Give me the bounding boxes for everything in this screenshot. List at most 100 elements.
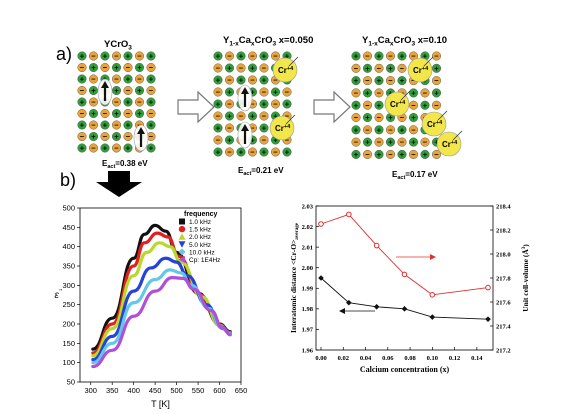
plus-ion: [282, 99, 292, 109]
minus-ion: [351, 112, 361, 122]
data-point: [318, 275, 324, 281]
plus-ion-sign: +: [239, 76, 244, 85]
minus-ion-sign: −: [103, 63, 108, 72]
badge-pointer: [423, 56, 434, 67]
minus-ion: [247, 75, 257, 85]
y-tick-label: 350: [62, 262, 75, 271]
minus-ion: [146, 63, 156, 73]
badge-pointer: [400, 90, 411, 101]
minus-ion-sign: −: [273, 148, 278, 157]
plus-ion-sign: +: [388, 64, 393, 73]
x-tick-label: 350: [106, 386, 119, 395]
minus-ion-sign: −: [216, 88, 221, 97]
minus-ion-sign: −: [149, 86, 154, 95]
plus-ion-sign: +: [377, 76, 382, 85]
plus-ion-sign: +: [80, 144, 85, 153]
plus-ion-sign: +: [423, 150, 428, 159]
plus-ion: [146, 74, 156, 84]
data-point: [373, 242, 380, 249]
badge-pointer: [437, 110, 448, 121]
minus-ion: [88, 74, 98, 84]
x-tick-label: 0.06: [382, 355, 394, 362]
plus-ion: [397, 51, 407, 61]
plus-ion-sign: +: [80, 52, 85, 61]
minus-ion-sign: −: [411, 150, 416, 159]
plus-ion: [123, 97, 133, 107]
cr4-badge: Cr+4: [269, 114, 296, 141]
plus-ion-sign: +: [91, 86, 96, 95]
plus-ion: [134, 63, 144, 73]
minus-ion-sign: −: [227, 52, 232, 61]
plus-ion: [134, 85, 144, 95]
data-point: [485, 316, 491, 322]
x-tick-label: 550: [192, 386, 205, 395]
cr4-badge: Cr+4: [272, 56, 299, 83]
plus-ion-sign: +: [103, 121, 108, 130]
minus-ion-sign: −: [354, 138, 359, 147]
lattice-2-title: Y1-xCaxCrO3 x=0.050: [223, 35, 313, 48]
y-axis-label: ε'': [54, 289, 62, 301]
svg-text:Y1-xCaxCrO3 x=0.10: Y1-xCaxCrO3 x=0.10: [362, 35, 447, 48]
minus-ion-sign: −: [285, 88, 290, 97]
plus-ion-sign: +: [365, 89, 370, 98]
minus-ion-sign: −: [91, 98, 96, 107]
minus-ion: [134, 74, 144, 84]
minus-ion-sign: −: [114, 144, 119, 153]
plus-ion-sign: +: [377, 125, 382, 134]
minus-ion-sign: −: [114, 98, 119, 107]
minus-ion-sign: −: [434, 52, 439, 61]
plus-ion: [259, 99, 269, 109]
lattice-3-energy: Eact=0.17 eV: [392, 170, 438, 181]
plus-ion: [432, 88, 442, 98]
plus-ion-sign: +: [149, 52, 154, 61]
lattice-2-energy: Eact=0.21 eV: [238, 166, 284, 177]
minus-ion-sign: −: [365, 76, 370, 85]
plus-ion: [146, 97, 156, 107]
plus-ion: [259, 123, 269, 133]
plus-ion: [420, 100, 430, 110]
cr4-badge: Cr+4: [436, 130, 463, 157]
minus-ion: [123, 108, 133, 118]
minus-ion-sign: −: [273, 76, 278, 85]
data-point: [346, 299, 352, 306]
minus-ion-sign: −: [434, 76, 439, 85]
minus-ion-sign: −: [239, 112, 244, 121]
legend-entry: 10.0 kHz: [189, 249, 215, 256]
plot-frame: [79, 207, 242, 383]
plus-ion-sign: +: [91, 132, 96, 141]
plus-ion: [146, 143, 156, 153]
minus-ion: [409, 125, 419, 135]
minus-ion-sign: −: [250, 100, 255, 109]
minus-ion: [100, 108, 110, 118]
minus-ion: [88, 120, 98, 130]
badge-pointer: [452, 130, 463, 141]
lattice-1-energy: Eact=0.38 eV: [102, 159, 148, 170]
minus-ion: [363, 125, 373, 135]
plus-ion: [363, 112, 373, 122]
minus-ion-sign: −: [250, 124, 255, 133]
minus-ion-sign: −: [388, 125, 393, 134]
minus-ion: [363, 76, 373, 86]
minus-ion-sign: −: [354, 64, 359, 73]
plus-ion: [88, 108, 98, 118]
plus-ion-sign: +: [250, 136, 255, 145]
plus-ion-sign: +: [262, 76, 267, 85]
plus-ion: [100, 143, 110, 153]
plus-ion: [432, 63, 442, 73]
minus-ion-sign: −: [377, 113, 382, 122]
plus-ion: [123, 143, 133, 153]
plus-ion-sign: +: [434, 64, 439, 73]
panel-b-label: b): [60, 170, 76, 190]
minus-ion: [386, 51, 396, 61]
data-point: [429, 314, 436, 320]
minus-ion: [88, 51, 98, 61]
minus-ion: [374, 63, 384, 73]
minus-ion: [123, 63, 133, 73]
plus-ion-sign: +: [285, 148, 290, 157]
plus-ion: [271, 87, 281, 97]
plus-ion-sign: +: [114, 86, 119, 95]
minus-ion: [374, 137, 384, 147]
minus-ion-sign: −: [137, 98, 142, 107]
minus-ion: [271, 99, 281, 109]
plus-ion: [88, 131, 98, 141]
